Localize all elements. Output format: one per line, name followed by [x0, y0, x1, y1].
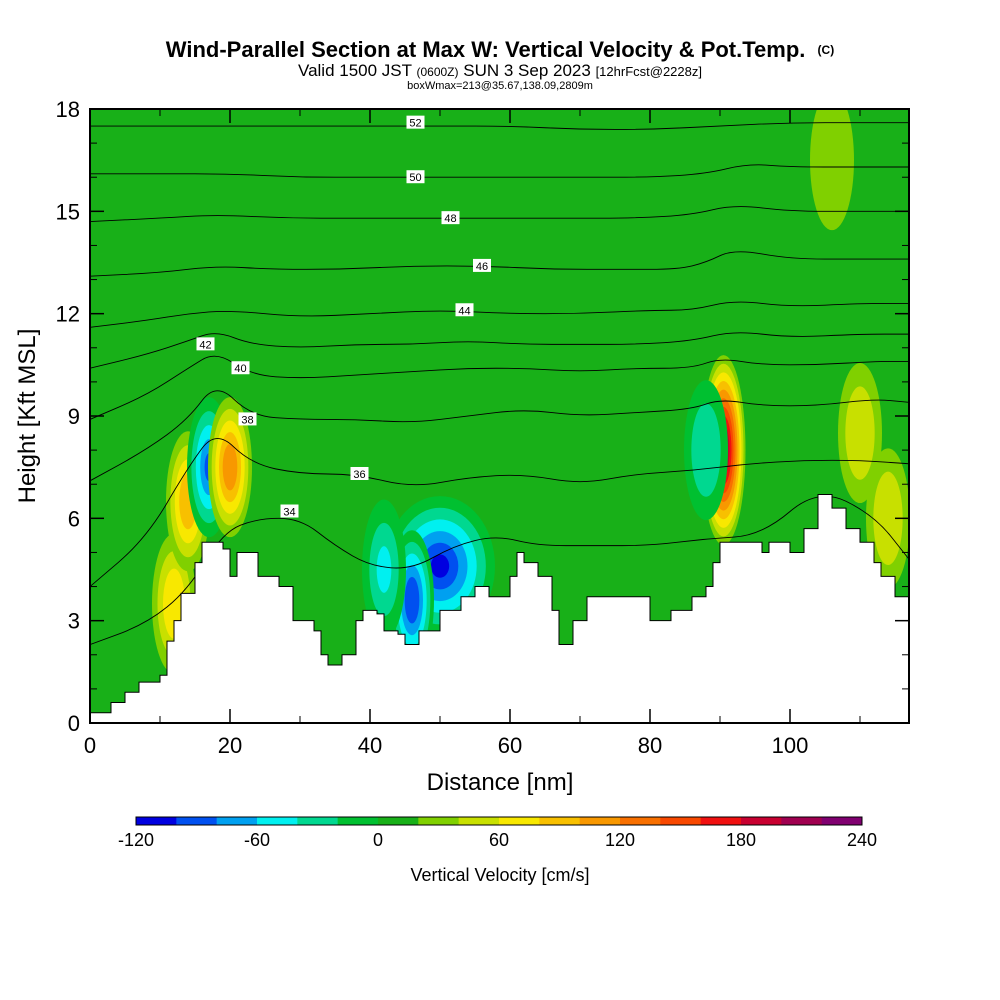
y-tick-label-12: 12 [56, 302, 80, 327]
x-tick-label-60: 60 [498, 733, 522, 758]
colorbar-swatch-9 [499, 817, 540, 825]
colorbar-tick-label--60: -60 [244, 830, 270, 850]
w-feature-10-level-2 [852, 409, 868, 457]
x-tick-label-40: 40 [358, 733, 382, 758]
valid-line: Valid 1500 JST (0600Z) SUN 3 Sep 2023 [1… [298, 61, 702, 80]
y-tick-label-6: 6 [68, 506, 80, 531]
w-feature-4-level-5 [430, 554, 450, 578]
isentrope-label-bg-40 [231, 361, 250, 375]
isentrope-label-bg-48 [441, 211, 460, 225]
x-tick-label-0: 0 [84, 733, 96, 758]
isentrope-46 [90, 251, 909, 277]
colorbar-tick-label-120: 120 [605, 830, 635, 850]
isentrope-labels: 34 36 38 40 42 44 46 48 50 52 [196, 115, 491, 519]
forecast-info: [12hrFcst@2228z] [596, 64, 702, 79]
isentrope-label-bg-44 [455, 303, 474, 317]
colorbar-swatch-7 [418, 817, 460, 825]
isentrope-label-bg-38 [238, 412, 257, 426]
colorbar-tick-label--120: -120 [118, 830, 154, 850]
y-tick-label-3: 3 [68, 609, 80, 634]
x-tick-label-80: 80 [638, 733, 662, 758]
colorbar-swatch-10 [539, 817, 581, 825]
isentrope-label-bg-52 [406, 115, 425, 129]
w-feature-0-level-3 [168, 586, 180, 622]
colorbar-tick-label-60: 60 [489, 830, 509, 850]
colorbar-swatch-15 [741, 817, 782, 825]
colorbar-swatch-4 [297, 817, 339, 825]
isentrope-label-52: 52 [409, 118, 421, 130]
w-feature-8-level-2 [698, 426, 714, 474]
y-tick-label-0: 0 [68, 711, 80, 736]
w-feature-5-level-5 [408, 588, 416, 612]
isentrope-label-34: 34 [283, 507, 295, 519]
w-feature-6-level-2 [376, 546, 392, 593]
colorbar-tick-label-180: 180 [726, 830, 756, 850]
chart-title: Wind-Parallel Section at Max W: Vertical… [166, 37, 806, 62]
isentrope-label-40: 40 [234, 363, 246, 375]
isentrope-label-bg-34 [280, 504, 299, 518]
colorbar-swatch-8 [458, 817, 500, 825]
colorbar-swatch-3 [257, 817, 298, 825]
isentrope-label-42: 42 [199, 339, 211, 351]
isentrope-label-bg-42 [196, 337, 215, 351]
isentrope-label-bg-46 [473, 258, 491, 272]
colorbar-swatch-6 [378, 817, 419, 825]
y-axis-label: Height [Kft MSL] [14, 329, 41, 504]
x-tick-label-100: 100 [772, 733, 809, 758]
x-tick-label-20: 20 [218, 733, 242, 758]
isentrope-48 [90, 206, 909, 223]
isentrope-36 [90, 438, 909, 587]
valid-prefix: Valid 1500 JST [298, 61, 412, 80]
w-feature-11-level-2 [880, 494, 896, 542]
w-feature-9-level-1 [821, 125, 843, 196]
colorbar-swatch-13 [660, 817, 702, 825]
isentrope-40 [90, 355, 909, 420]
isentrope-label-48: 48 [444, 213, 456, 225]
colorbar-swatch-17 [821, 817, 863, 825]
colorbar-swatch-2 [216, 817, 258, 825]
isentrope-42 [90, 332, 909, 369]
isentrope-label-50: 50 [409, 172, 421, 184]
colorbar-frame [135, 816, 863, 826]
title-line: Wind-Parallel Section at Max W: Vertical… [166, 37, 834, 62]
copyright-mark: (C) [818, 43, 835, 57]
x-axis-label: Distance [nm] [427, 769, 574, 796]
isentrope-label-bg-36 [350, 466, 369, 480]
isentrope-38 [90, 390, 909, 482]
valid-date: SUN 3 Sep 2023 [463, 61, 591, 80]
valid-utc: (0600Z) [416, 65, 458, 79]
y-tick-label-18: 18 [56, 97, 80, 122]
isentrope-label-38: 38 [241, 414, 253, 426]
isentrope-52 [90, 122, 909, 130]
colorbar-swatch-5 [337, 817, 379, 825]
colorbar-swatch-11 [579, 817, 621, 825]
colorbar-label: Vertical Velocity [cm/s] [410, 865, 589, 885]
isentrope-50 [90, 164, 909, 178]
colorbar-tick-label-240: 240 [847, 830, 877, 850]
colorbar-swatch-14 [700, 817, 742, 825]
colorbar: -120 -60 0 60 120 180 240 [118, 816, 877, 850]
isentrope-label-44: 44 [458, 305, 470, 317]
colorbar-swatch-16 [781, 817, 823, 825]
w-feature-3-level-5 [226, 455, 234, 479]
y-tick-label-15: 15 [56, 199, 80, 224]
isentrope-label-36: 36 [353, 469, 365, 481]
colorbar-swatch-1 [176, 817, 218, 825]
terrain-mask [89, 493, 910, 724]
colorbar-swatch-12 [620, 817, 661, 825]
isentrope-label-46: 46 [476, 261, 488, 273]
isentrope-44 [90, 301, 909, 328]
isentrope-label-bg-50 [406, 170, 425, 184]
colorbar-tick-label-0: 0 [373, 830, 383, 850]
y-tick-label-9: 9 [68, 404, 80, 429]
colorbar-swatch-0 [136, 817, 177, 825]
box-info: boxWmax=213@35.67,138.09,2809m [407, 80, 593, 92]
